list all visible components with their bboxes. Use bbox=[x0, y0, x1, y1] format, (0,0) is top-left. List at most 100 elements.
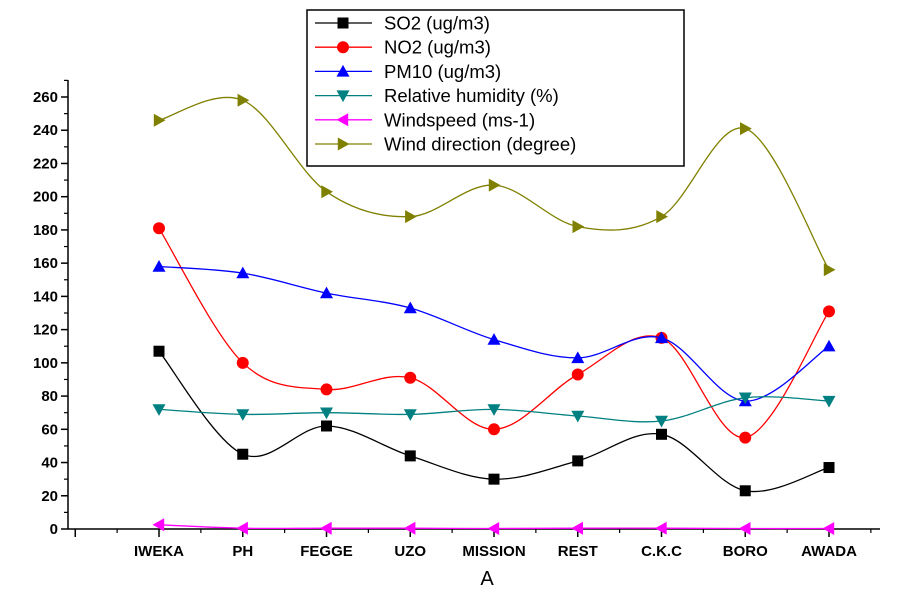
x-tick-label: PH bbox=[232, 543, 253, 560]
data-point bbox=[152, 518, 165, 532]
legend-marker bbox=[336, 90, 350, 103]
data-point bbox=[823, 462, 835, 474]
data-point bbox=[738, 392, 752, 405]
data-point bbox=[236, 356, 249, 369]
data-point bbox=[404, 371, 417, 384]
data-point bbox=[656, 428, 667, 440]
data-point bbox=[237, 448, 249, 460]
y-tick-label: 0 bbox=[50, 521, 58, 538]
y-tick-label: 200 bbox=[33, 189, 58, 206]
data-point bbox=[822, 339, 836, 352]
x-tick-label: IWEKA bbox=[134, 543, 184, 560]
data-point bbox=[740, 122, 752, 136]
data-point bbox=[487, 333, 501, 345]
data-point bbox=[403, 301, 417, 314]
data-point bbox=[152, 260, 166, 272]
data-point bbox=[403, 521, 416, 535]
data-point bbox=[320, 407, 333, 420]
y-tick-label: 220 bbox=[33, 155, 58, 172]
data-point bbox=[822, 395, 836, 408]
data-point bbox=[403, 409, 417, 421]
y-tick-label: 120 bbox=[33, 322, 58, 339]
data-point bbox=[237, 93, 250, 107]
x-tick-label: AWADA bbox=[801, 543, 857, 560]
data-point bbox=[236, 266, 250, 279]
legend-label: Wind direction (degree) bbox=[384, 134, 576, 155]
axes: 0 20 40 60 80 100 120 140 160 180 200 220 240 260 IWEK… bbox=[33, 79, 880, 560]
legend-marker bbox=[337, 137, 350, 151]
data-point bbox=[321, 420, 332, 432]
data-point bbox=[236, 521, 248, 535]
y-tick-label: 100 bbox=[33, 355, 58, 372]
data-point bbox=[404, 450, 416, 462]
legend-label: NO2 (ug/m3) bbox=[384, 37, 491, 58]
series-group bbox=[152, 518, 835, 535]
y-tick-label: 240 bbox=[33, 122, 58, 139]
y-tick-label: 40 bbox=[41, 455, 58, 472]
legend-label: SO2 (ug/m3) bbox=[384, 13, 490, 34]
x-tick-label: BORO bbox=[723, 543, 768, 560]
data-point bbox=[655, 415, 668, 428]
series-line bbox=[158, 350, 830, 493]
data-point bbox=[236, 409, 250, 421]
data-point bbox=[572, 455, 584, 467]
data-point bbox=[488, 473, 500, 485]
x-tick-label: UZO bbox=[394, 543, 426, 560]
x-axis-title: A bbox=[480, 568, 494, 590]
data-point bbox=[488, 423, 500, 436]
data-point bbox=[571, 351, 585, 364]
legend: SO2 (ug/m3) NO2 (ug/m3) PM10 (ug/m3) Relati… bbox=[306, 9, 685, 167]
data-point bbox=[739, 485, 751, 497]
data-point bbox=[571, 410, 585, 423]
series-layer bbox=[152, 93, 836, 535]
data-point bbox=[572, 220, 585, 234]
data-point bbox=[823, 263, 836, 277]
data-point bbox=[487, 522, 500, 535]
x-tick-label: REST bbox=[558, 543, 598, 560]
data-point bbox=[320, 286, 333, 299]
legend-items: SO2 (ug/m3) NO2 (ug/m3) PM10 (ug/m3) Relati… bbox=[315, 13, 576, 155]
data-point bbox=[823, 305, 835, 318]
y-tick-label: 260 bbox=[33, 89, 58, 106]
data-point bbox=[488, 178, 501, 192]
legend-marker bbox=[337, 17, 349, 29]
data-point bbox=[822, 522, 835, 535]
data-point bbox=[656, 210, 668, 224]
data-point bbox=[153, 345, 165, 357]
legend-marker bbox=[337, 41, 349, 54]
series-group bbox=[152, 260, 836, 407]
data-point bbox=[321, 185, 333, 199]
data-point bbox=[571, 521, 583, 535]
x-tick-label: C.K.C bbox=[641, 543, 682, 560]
data-point bbox=[487, 404, 501, 416]
series-group bbox=[153, 345, 835, 497]
data-point bbox=[152, 404, 166, 416]
y-tick-label: 60 bbox=[41, 421, 58, 438]
data-point bbox=[571, 368, 584, 381]
legend-label: Windspeed (ms-1) bbox=[384, 109, 535, 130]
y-tick-label: 160 bbox=[33, 255, 58, 272]
data-point bbox=[153, 222, 165, 235]
legend-marker bbox=[336, 64, 350, 77]
y-tick-label: 20 bbox=[41, 488, 58, 505]
data-point bbox=[655, 331, 668, 344]
series-line bbox=[158, 227, 830, 439]
x-tick-label: MISSION bbox=[462, 543, 525, 560]
data-point bbox=[405, 210, 417, 224]
series-group bbox=[152, 392, 836, 428]
legend-label: Relative humidity (%) bbox=[384, 85, 559, 106]
legend-marker bbox=[336, 113, 349, 127]
x-tick-label: FEGGE bbox=[300, 543, 353, 560]
legend-label: PM10 (ug/m3) bbox=[384, 61, 501, 82]
data-point bbox=[738, 522, 751, 535]
y-tick-label: 140 bbox=[33, 288, 58, 305]
data-point bbox=[320, 521, 332, 535]
y-tick-label: 180 bbox=[33, 222, 58, 239]
data-point bbox=[153, 113, 166, 127]
data-point bbox=[320, 383, 333, 396]
data-point bbox=[739, 431, 752, 444]
legend-box bbox=[306, 9, 685, 167]
data-point bbox=[655, 521, 667, 535]
y-tick-label: 80 bbox=[41, 388, 58, 405]
